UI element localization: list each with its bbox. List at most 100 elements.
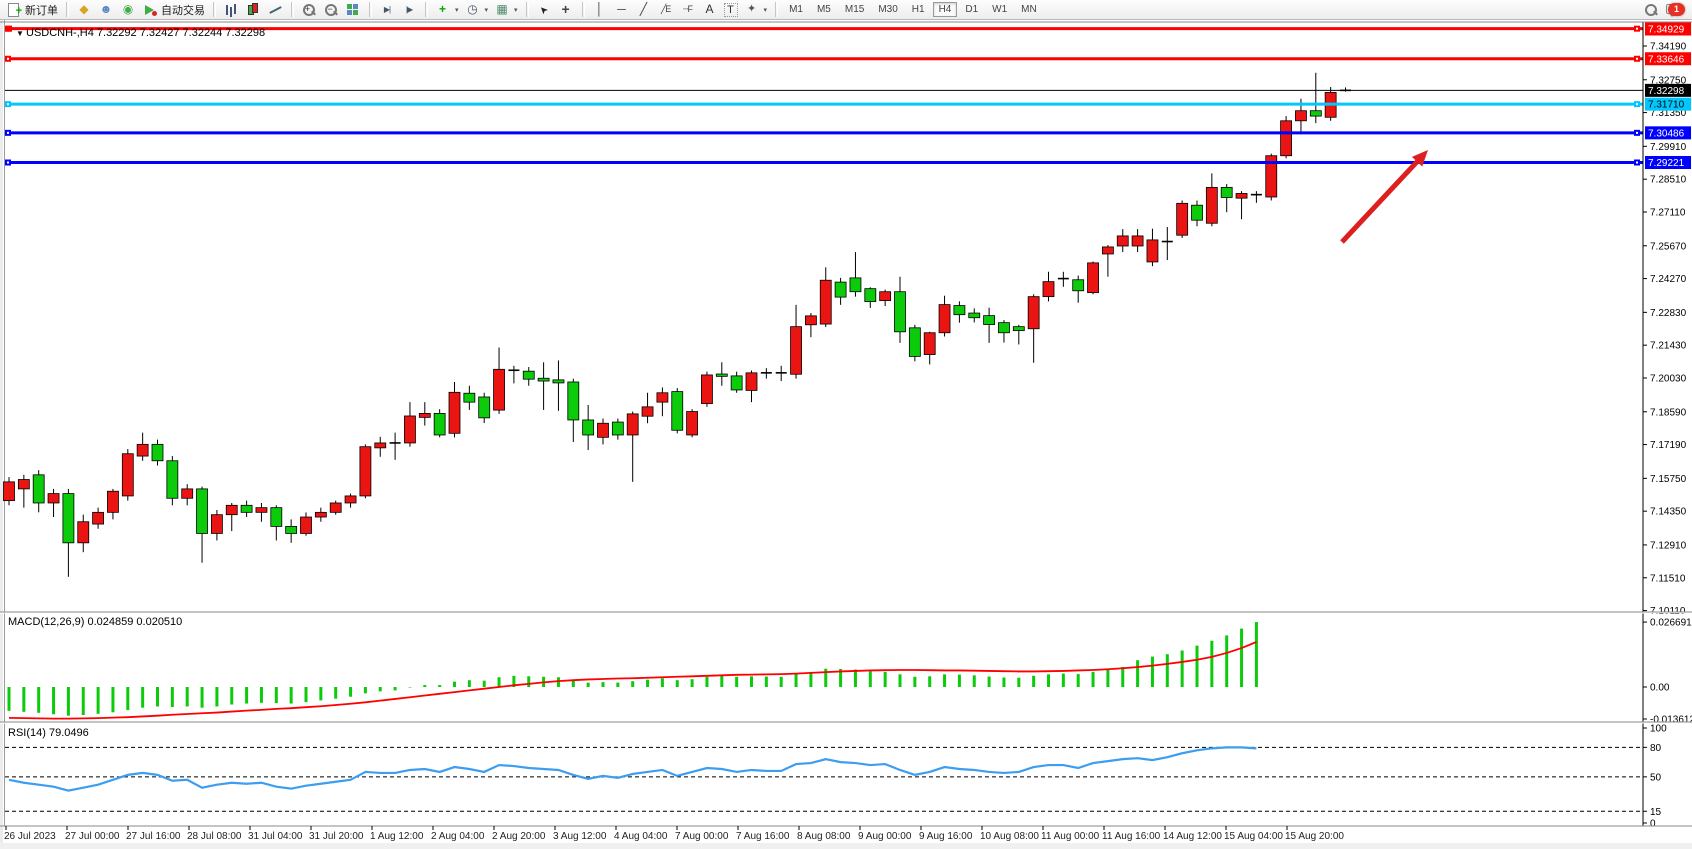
timeframe-w1-button[interactable]: W1 [992,4,1008,15]
toolbar-separator [525,2,529,17]
zoom-out-icon [323,2,339,17]
svg-text:0: 0 [1650,819,1656,830]
tile-windows-button[interactable] [342,1,364,18]
bar-chart-icon [223,2,239,17]
toolbar-separator [775,2,779,17]
timeframe-m30-button[interactable]: M30 [878,4,898,15]
equidistant-channel-icon: ╱E [660,4,671,14]
indicators-button[interactable]: ▾ [432,1,462,18]
search-icon[interactable] [1643,2,1659,17]
notifications-button[interactable]: 1 [1665,2,1687,18]
time-axis[interactable]: 26 Jul 2023 27 Jul 00:00 27 Jul 16:00 28 Ju… [4,826,1344,842]
price-badge: 7.34929 [1645,22,1691,36]
text-button[interactable]: A [699,1,721,18]
vertical-line-button[interactable]: │ [589,1,611,18]
svg-text:7.27110: 7.27110 [1650,207,1686,218]
new-order-button[interactable]: 新订单 [3,1,61,19]
new-order-icon [6,2,22,19]
timeframe-h1-button[interactable]: H1 [911,4,925,15]
rsi-axis[interactable]: 100 80 50 150 [1643,724,1667,830]
broadcast-signal-icon: ◉ [122,2,134,16]
svg-text:50: 50 [1650,772,1662,783]
new-order-label: 新订单 [25,4,58,17]
quick-trade-toggle-icon[interactable]: ▼ [16,29,24,38]
metaquotes-cube-button[interactable]: ◆ [73,1,95,18]
svg-text:7.28510: 7.28510 [1650,175,1687,186]
timeframe-h4-button[interactable]: H4 [932,2,958,17]
svg-text:7.30486: 7.30486 [1648,128,1685,139]
chevron-down-icon[interactable]: ▾ [484,6,489,14]
toolbar-separator [66,2,69,17]
zoom-in-icon [301,2,317,17]
svg-text:7.20030: 7.20030 [1650,373,1687,384]
cursor-icon: ➤ [536,2,551,17]
svg-text:15 Aug 04:00: 15 Aug 04:00 [1224,831,1283,842]
svg-text:7.24270: 7.24270 [1650,274,1687,285]
toolbar-separator [425,2,428,17]
trend-line-button[interactable]: ╱ [633,1,655,18]
candlestick-series [3,72,1351,577]
svg-text:7.22830: 7.22830 [1650,308,1687,319]
chart-title: USDCNH-,H4 7.32292 7.32427 7.32244 7.322… [26,27,265,39]
metaquotes-cube-icon: ◆ [79,2,89,16]
chevron-down-icon[interactable]: ▾ [455,6,459,14]
svg-text:7.21430: 7.21430 [1650,341,1687,352]
chart-shift-button[interactable]: |▶ [398,1,420,18]
svg-text:7.11510: 7.11510 [1650,573,1686,584]
horizontal-line-object[interactable] [5,55,1643,62]
cursor-button[interactable]: ➤ [533,1,555,18]
svg-text:0.026691: 0.026691 [1650,618,1692,629]
zoom-in-button[interactable] [298,1,320,18]
timeframe-m5-button[interactable]: M5 [816,4,831,15]
svg-text:31 Jul 20:00: 31 Jul 20:00 [309,831,364,842]
svg-text:31 Jul 04:00: 31 Jul 04:00 [248,831,303,842]
auto-trading-button[interactable]: 自动交易 [139,1,208,19]
macd-label: MACD(12,26,9) 0.024859 0.020510 [8,616,182,628]
broadcast-signal-button[interactable]: ◉ [117,1,139,18]
bar-chart-button[interactable] [220,1,242,18]
toolbar-separator [213,2,216,17]
zoom-out-button[interactable] [320,1,342,18]
toolbar-separator [581,2,585,17]
candlestick-chart-button[interactable] [242,1,264,18]
horizontal-line-button[interactable]: ─ [611,1,633,18]
timeframe-mn-button[interactable]: MN [1021,4,1037,15]
svg-text:28 Jul 08:00: 28 Jul 08:00 [187,831,242,842]
line-chart-button[interactable] [264,1,286,18]
chevron-down-icon[interactable]: ▾ [514,6,518,14]
arrow-objects-icon: ✦ [746,3,757,15]
svg-text:7.12910: 7.12910 [1650,540,1687,551]
price-badge: 7.31710 [1645,97,1691,111]
svg-text:7.15750: 7.15750 [1650,474,1687,485]
svg-text:7.29910: 7.29910 [1650,142,1687,153]
equidistant-channel-button[interactable]: ╱E [655,1,677,18]
svg-text:-0.013612: -0.013612 [1650,715,1692,726]
chevron-down-icon[interactable]: ▾ [763,6,768,14]
auto-scroll-button[interactable]: ▶| [376,1,398,18]
auto-trading-label: 自动交易 [161,4,205,17]
text-icon: A [705,2,714,16]
timeframes-clock-button[interactable]: ◷ ▾ [462,1,492,18]
fibonacci-button[interactable]: ┄F [677,1,699,18]
horizontal-line-object[interactable] [5,129,1643,136]
timeframe-m1-button[interactable]: M1 [789,4,803,15]
trend-arrow-object[interactable] [1340,150,1428,244]
horizontal-line-object[interactable] [5,159,1643,166]
templates-button[interactable]: ▦ ▾ [491,1,521,18]
timeframe-m15-button[interactable]: M15 [844,4,865,15]
svg-text:7.31710: 7.31710 [1648,100,1685,111]
svg-text:10 Aug 08:00: 10 Aug 08:00 [980,831,1039,842]
macd-axis[interactable]: 0.026691 0.00 -0.013612 [1643,618,1692,726]
horizontal-line-object[interactable] [5,101,1643,108]
timeframe-d1-button[interactable]: D1 [965,4,979,15]
price-badge: 7.32298 [1645,83,1691,97]
price-axis[interactable]: 7.34190 7.32750 7.31350 7.29910 7.28510 7.271… [1642,22,1691,826]
arrow-objects-button[interactable]: ✦ ▾ [741,1,771,18]
text-label-button[interactable]: T [721,1,741,18]
svg-text:100: 100 [1650,724,1667,735]
chart-canvas[interactable]: 7.34190 7.32750 7.31350 7.29910 7.28510 7.271… [0,20,1692,849]
community-profile-button[interactable]: ☻ [95,1,117,18]
crosshair-button[interactable]: + [555,1,577,18]
svg-text:7.32750: 7.32750 [1650,75,1687,86]
svg-text:2 Aug 20:00: 2 Aug 20:00 [492,831,546,842]
